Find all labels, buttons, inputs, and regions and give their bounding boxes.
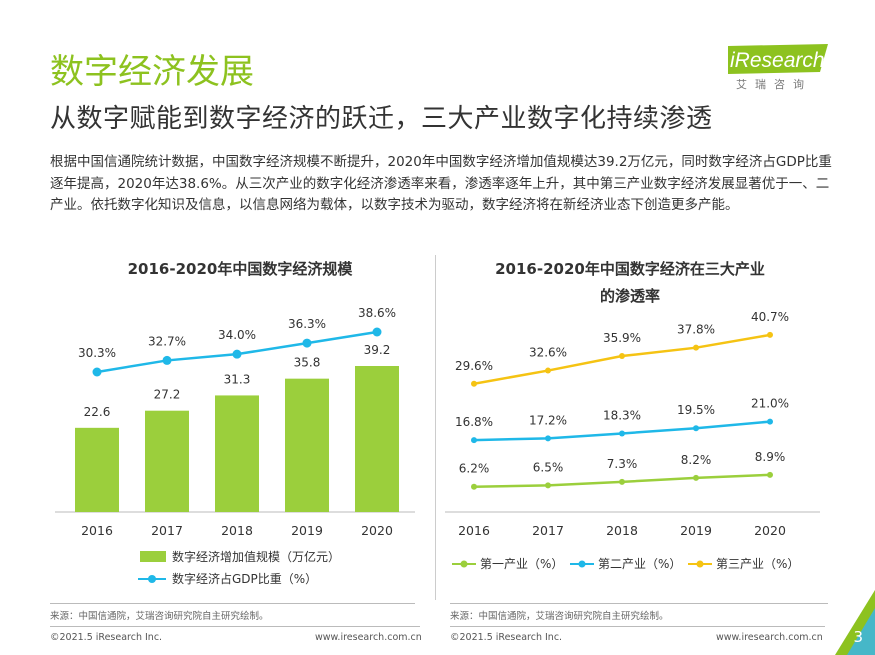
legend-bar-swatch: [140, 551, 166, 562]
gdp-share-label-2019: 36.3%: [288, 317, 326, 331]
page-subtitle: 从数字赋能到数字经济的跃迁，三大产业数字化持续渗透: [50, 104, 713, 134]
primary-industry-label-2017: 6.5%: [533, 460, 564, 474]
footer-url-right: www.iresearch.com.cn: [716, 632, 823, 643]
page-number: 3: [853, 628, 863, 646]
primary-industry-label-2019: 8.2%: [681, 453, 712, 467]
footer-copyright-right: ©2021.5 iResearch Inc.: [450, 632, 563, 643]
gdp-share-point-2018: [232, 349, 242, 359]
legend-line-label: 数字经济占GDP比重（%）: [172, 571, 317, 586]
secondary-industry-point-2017: [545, 435, 551, 442]
secondary-industry-point-2018: [619, 430, 625, 437]
bar-label-2020: 39.2: [364, 343, 391, 357]
gdp-share-label-2017: 32.7%: [148, 334, 186, 348]
page-title: 数字经济发展: [50, 52, 254, 92]
secondary-industry-label-2017: 17.2%: [529, 413, 567, 427]
legend-primary-industry-marker: [460, 560, 468, 568]
logo-subtext: 艾瑞咨询: [736, 78, 812, 91]
tertiary-industry-label-2016: 29.6%: [455, 359, 493, 373]
bar-2020: [355, 366, 399, 512]
secondary-industry-label-2016: 16.8%: [455, 415, 493, 429]
bar-2016: [75, 427, 119, 512]
secondary-industry-point-2019: [693, 425, 699, 432]
tertiary-industry-point-2019: [693, 344, 699, 351]
gdp-share-point-2016: [92, 367, 102, 377]
left-chart-title: 2016-2020年中国数字经济规模: [127, 260, 353, 278]
legend-line-marker: [148, 575, 156, 583]
legend-secondary-industry-label: 第二产业（%）: [598, 557, 681, 571]
primary-industry-label-2020: 8.9%: [755, 450, 786, 464]
tertiary-industry-label-2020: 40.7%: [751, 310, 789, 324]
left-source-divider: [50, 603, 415, 604]
legend-secondary-industry-marker: [578, 560, 586, 568]
secondary-industry-label-2018: 18.3%: [603, 408, 641, 422]
gdp-share-point-2020: [372, 327, 382, 337]
legend-primary-industry-label: 第一产业（%）: [480, 557, 563, 571]
tertiary-industry-label-2018: 35.9%: [603, 331, 641, 345]
footer-url-left: www.iresearch.com.cn: [315, 632, 422, 643]
primary-industry-point-2019: [693, 474, 699, 481]
primary-industry-label-2016: 6.2%: [459, 462, 490, 476]
left-x-tick-2017: 2017: [151, 523, 183, 538]
left-footer-divider: [50, 626, 420, 627]
left-source-note: 来源：中国信通院，艾瑞咨询研究院自主研究绘制。: [50, 611, 269, 622]
page-corner-icon: [835, 590, 875, 655]
left-x-tick-2020: 2020: [361, 523, 393, 538]
bar-label-2018: 31.3: [224, 372, 251, 386]
summary-paragraph: 根据中国信通院统计数据，中国数字经济规模不断提升，2020年中国数字经济增加值规…: [50, 154, 832, 213]
left-x-tick-2018: 2018: [221, 523, 253, 538]
bar-2017: [145, 410, 189, 512]
bar-2018: [215, 395, 259, 512]
bar-label-2017: 27.2: [154, 388, 181, 402]
iresearch-logo: iResearch 艾瑞咨询: [728, 44, 832, 96]
secondary-industry-label-2019: 19.5%: [677, 403, 715, 417]
legend-tertiary-industry-marker: [696, 560, 704, 568]
bar-label-2016: 22.6: [84, 405, 111, 419]
primary-industry-label-2018: 7.3%: [607, 457, 638, 471]
primary-industry-point-2016: [471, 483, 477, 490]
tertiary-industry-label-2019: 37.8%: [677, 323, 715, 337]
right-source-divider: [450, 603, 828, 604]
tertiary-industry-point-2016: [471, 380, 477, 387]
gdp-share-label-2018: 34.0%: [218, 328, 256, 342]
right-x-tick-2019: 2019: [680, 523, 712, 538]
secondary-industry-label-2020: 21.0%: [751, 397, 789, 411]
gdp-share-label-2020: 38.6%: [358, 306, 396, 320]
tertiary-industry-point-2018: [619, 353, 625, 360]
secondary-industry-point-2020: [767, 418, 773, 425]
primary-industry-point-2017: [545, 482, 551, 489]
bar-2019: [285, 378, 329, 512]
left-x-tick-2019: 2019: [291, 523, 323, 538]
right-x-tick-2016: 2016: [458, 523, 490, 538]
right-x-tick-2020: 2020: [754, 523, 786, 538]
tertiary-industry-point-2020: [767, 331, 773, 338]
right-source-note: 来源：中国信通院，艾瑞咨询研究院自主研究绘制。: [450, 611, 669, 622]
right-x-tick-2017: 2017: [532, 523, 564, 538]
tertiary-industry-point-2017: [545, 367, 551, 374]
footer-copyright-left: ©2021.5 iResearch Inc.: [50, 632, 163, 643]
logo-banner-icon: [728, 44, 828, 74]
tertiary-industry-label-2017: 32.6%: [529, 346, 567, 360]
right-x-tick-2018: 2018: [606, 523, 638, 538]
legend-bar-label: 数字经济增加值规模（万亿元）: [172, 549, 340, 564]
right-chart-title-line2: 的渗透率: [599, 287, 660, 305]
logo-text: iResearch: [730, 49, 825, 72]
gdp-share-label-2016: 30.3%: [78, 346, 116, 360]
secondary-industry-point-2016: [471, 437, 477, 444]
left-x-tick-2016: 2016: [81, 523, 113, 538]
gdp-share-point-2019: [302, 338, 312, 348]
right-footer-divider: [450, 626, 825, 627]
bar-label-2019: 35.8: [294, 356, 321, 370]
right-chart-title-line1: 2016-2020年中国数字经济在三大产业: [495, 260, 765, 278]
chart-divider: [435, 255, 436, 600]
legend-tertiary-industry-label: 第三产业（%）: [716, 557, 799, 571]
primary-industry-point-2018: [619, 478, 625, 485]
gdp-share-point-2017: [162, 355, 172, 365]
primary-industry-point-2020: [767, 471, 773, 478]
